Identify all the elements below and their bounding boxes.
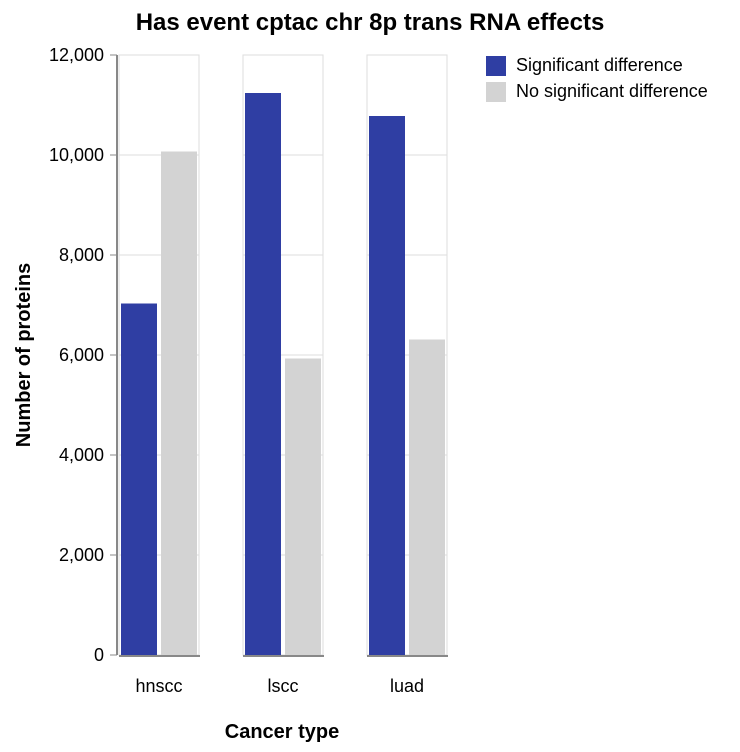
y-tick-label: 8,000 xyxy=(59,245,104,265)
bar-hnscc-not-significant xyxy=(161,151,197,655)
x-tick-label: luad xyxy=(390,676,424,696)
bar-lscc-not-significant xyxy=(285,358,321,655)
legend-swatch xyxy=(486,56,506,76)
y-axis-title: Number of proteins xyxy=(13,263,35,447)
y-tick-label: 6,000 xyxy=(59,345,104,365)
y-tick-label: 0 xyxy=(94,645,104,665)
chart-title: Has event cptac chr 8p trans RNA effects xyxy=(136,9,605,36)
legend-swatch xyxy=(486,82,506,102)
x-tick-label: hnscc xyxy=(135,676,182,696)
x-tick-label: lscc xyxy=(268,676,299,696)
y-tick-label: 10,000 xyxy=(49,145,104,165)
y-tick-label: 2,000 xyxy=(59,545,104,565)
x-axis-title: Cancer type xyxy=(225,721,340,743)
bar-hnscc-significant xyxy=(121,303,157,655)
y-tick-label: 4,000 xyxy=(59,445,104,465)
bar-luad-significant xyxy=(369,116,405,655)
legend-label: No significant difference xyxy=(516,81,708,101)
bar-luad-not-significant xyxy=(409,339,445,655)
legend: Significant difference No significant dif… xyxy=(486,55,708,102)
facet-panel-lscc: lscc xyxy=(242,54,324,696)
facet-panel-hnscc: hnscc xyxy=(118,54,200,696)
bar-lscc-significant xyxy=(245,93,281,655)
plot-area: 0 2,000 4,000 6,000 8,000 10,000 12,000 hnscc ls… xyxy=(49,45,448,696)
y-tick-label: 12,000 xyxy=(49,45,104,65)
legend-label: Significant difference xyxy=(516,55,683,75)
facet-panel-luad: luad xyxy=(366,54,448,696)
